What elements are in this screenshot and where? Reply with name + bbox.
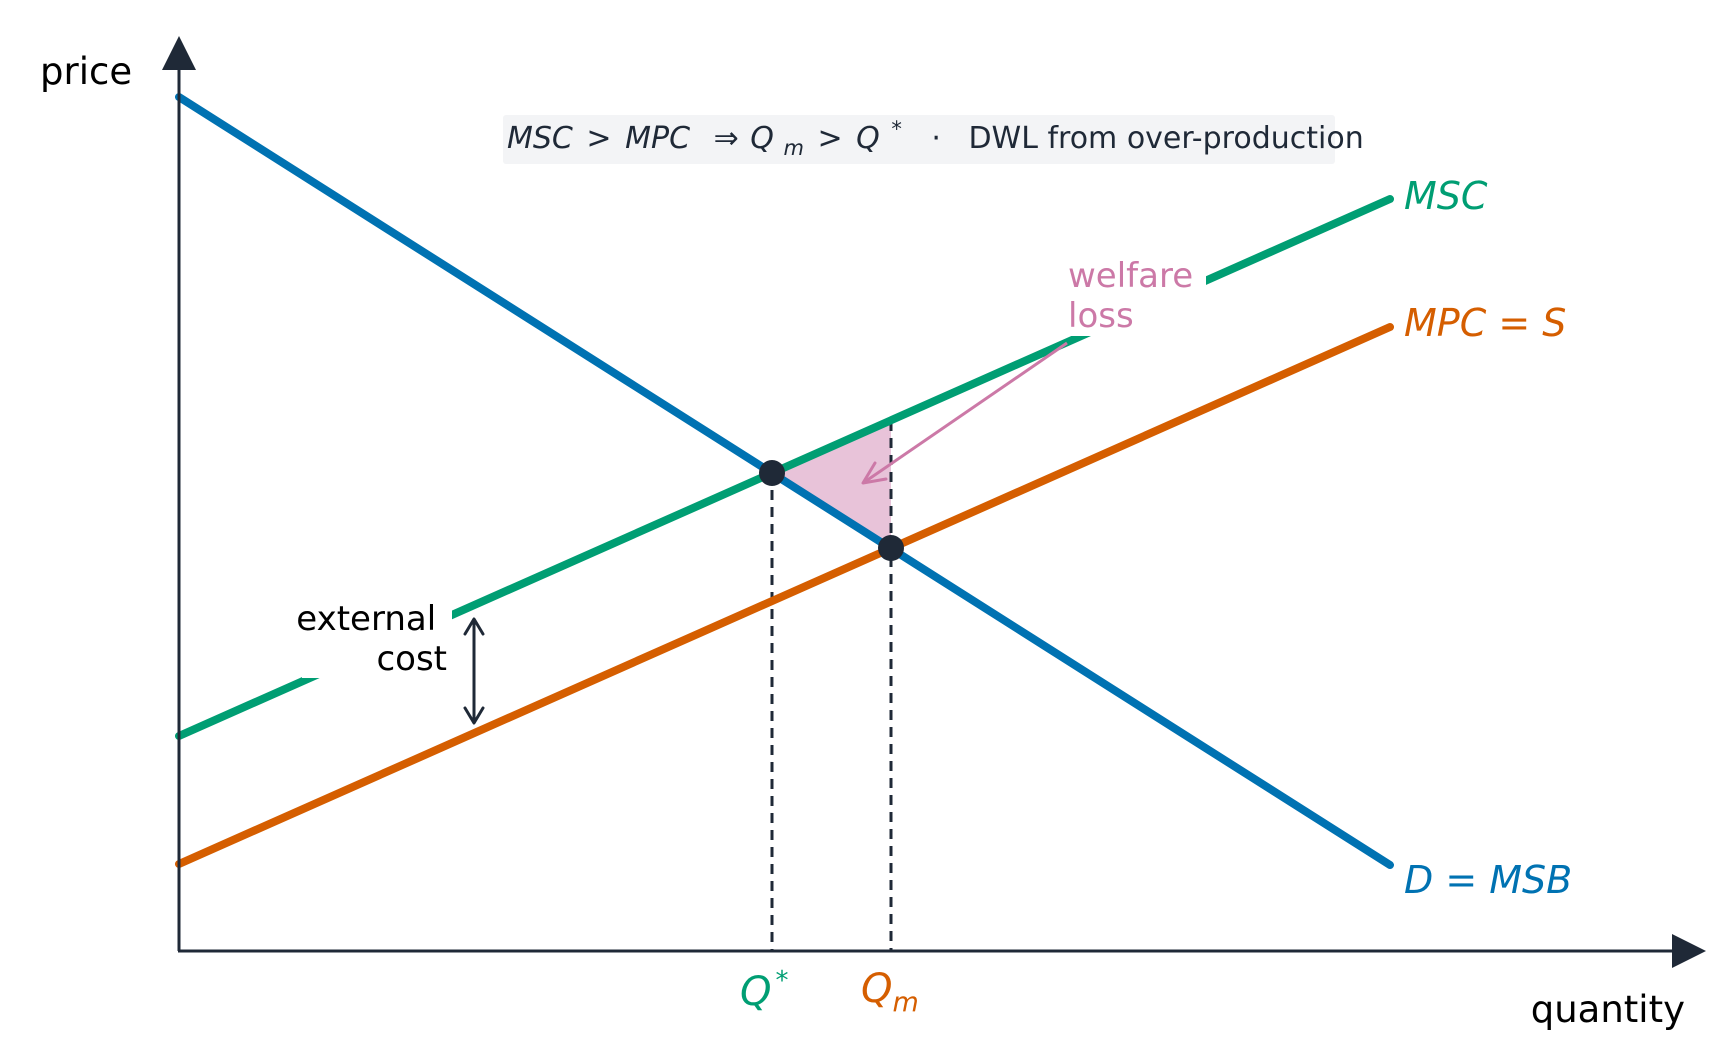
- external-cost-arrowhead-bottom: [463, 706, 485, 725]
- external-label-mask: [302, 596, 452, 678]
- market-equilibrium-point: [878, 535, 904, 561]
- q-star-tick-label: Q *: [740, 966, 788, 1015]
- x-axis-label: quantity: [1531, 988, 1685, 1031]
- welfare-loss-arrowhead: [861, 461, 888, 485]
- x-axis-arrowhead: [1672, 934, 1706, 968]
- welfare-label-mask: [1063, 252, 1206, 336]
- welfare-loss-label: welfare loss: [1068, 256, 1204, 336]
- external-cost-label: external cost: [296, 599, 447, 679]
- external-cost-arrowhead-top: [463, 617, 485, 636]
- q-m-tick-label: Qm: [861, 966, 919, 1018]
- y-axis-arrowhead: [162, 36, 196, 70]
- annotation-text: MSC > MPC ⇒ Q m > Q * · DWL from over-pr…: [507, 109, 1364, 163]
- dwl-triangle: [772, 421, 891, 548]
- demand-curve: [175, 93, 1394, 869]
- mpc-curve: [175, 323, 1394, 868]
- mpc-label: MPC = S: [1404, 301, 1566, 345]
- y-axis-label: price: [40, 50, 132, 93]
- annotation-box: [503, 115, 1335, 164]
- demand-label: D = MSB: [1404, 858, 1572, 902]
- welfare-loss-pointer: [865, 341, 1068, 483]
- social-optimum-point: [759, 460, 785, 486]
- msc-label: MSC: [1404, 174, 1488, 218]
